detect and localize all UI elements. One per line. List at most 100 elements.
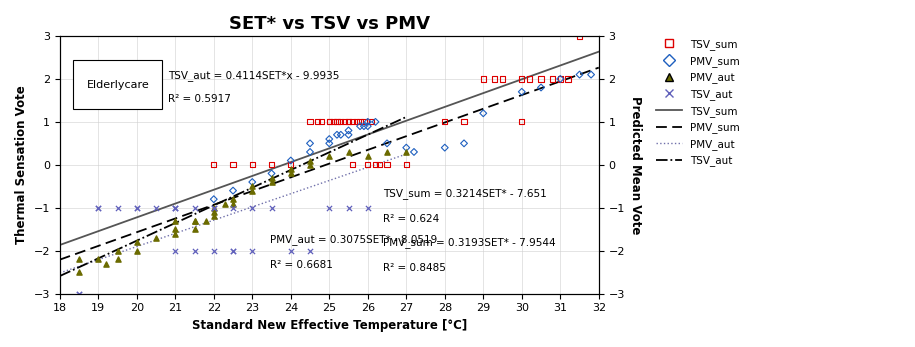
Point [495, 76, 510, 82]
Point [329, 119, 344, 125]
Point [207, 162, 221, 168]
Point [533, 85, 548, 90]
Point [345, 119, 360, 125]
Point [584, 72, 598, 77]
Point [553, 76, 567, 82]
Point [99, 261, 113, 266]
Point [303, 248, 318, 254]
Point [399, 162, 414, 168]
Point [91, 256, 105, 262]
Point [245, 248, 260, 254]
Point [188, 205, 202, 211]
Point [264, 175, 279, 180]
Point [514, 76, 529, 82]
Point [372, 162, 387, 168]
Point [437, 145, 452, 150]
Point [349, 119, 363, 125]
Point [71, 270, 86, 275]
Text: PMV_aut = 0.3075SET* - 8.0519: PMV_aut = 0.3075SET* - 8.0519 [270, 234, 437, 245]
Point [129, 248, 144, 254]
Point [245, 184, 260, 189]
Point [226, 248, 241, 254]
Point [357, 119, 371, 125]
Point [207, 205, 221, 211]
Point [71, 291, 86, 296]
Point [406, 149, 421, 155]
Point [245, 188, 260, 193]
Text: R² = 0.8485: R² = 0.8485 [383, 263, 446, 272]
Point [314, 119, 328, 125]
Point [245, 162, 260, 168]
Point [245, 205, 260, 211]
Point [303, 158, 318, 163]
Point [303, 149, 318, 155]
Point [333, 119, 348, 125]
Point [353, 124, 368, 129]
Point [129, 205, 144, 211]
Point [264, 205, 279, 211]
Point [226, 205, 241, 211]
X-axis label: Standard New Effective Temperature [°C]: Standard New Effective Temperature [°C] [191, 319, 467, 332]
Point [207, 196, 221, 202]
Point [168, 248, 183, 254]
Point [207, 248, 221, 254]
Point [322, 136, 337, 142]
Point [561, 76, 576, 82]
Text: TSV_sum = 0.3214SET* - 7.651: TSV_sum = 0.3214SET* - 7.651 [383, 188, 547, 199]
Point [380, 162, 394, 168]
Point [284, 171, 298, 176]
Point [380, 149, 394, 155]
Point [326, 119, 340, 125]
Point [329, 119, 344, 125]
Point [303, 141, 318, 146]
Point [399, 145, 414, 150]
Point [341, 119, 356, 125]
Point [110, 248, 124, 254]
Point [357, 124, 371, 129]
Point [341, 205, 356, 211]
Text: R² = 0.6681: R² = 0.6681 [270, 260, 333, 270]
Point [341, 149, 356, 155]
Point [168, 218, 183, 223]
Point [333, 132, 348, 137]
Point [91, 205, 105, 211]
Point [572, 33, 587, 39]
Point [322, 153, 337, 159]
Point [188, 218, 202, 223]
Point [329, 132, 344, 137]
Point [368, 162, 382, 168]
Point [149, 205, 164, 211]
Text: PMV_sum = 0.3193SET* - 7.9544: PMV_sum = 0.3193SET* - 7.9544 [383, 237, 555, 248]
Point [437, 119, 452, 125]
Point [71, 256, 86, 262]
Point [168, 231, 183, 236]
Point [226, 248, 241, 254]
Point [572, 72, 587, 77]
Point [341, 119, 356, 125]
Text: Elderlycare: Elderlycare [87, 80, 149, 90]
Point [264, 162, 279, 168]
Text: TSV_aut = 0.4114SET*x - 9.9935: TSV_aut = 0.4114SET*x - 9.9935 [167, 70, 339, 82]
Point [168, 227, 183, 232]
Point [533, 76, 548, 82]
Point [361, 153, 375, 159]
Point [284, 248, 298, 254]
Point [361, 124, 375, 129]
Point [361, 119, 375, 125]
Point [110, 256, 124, 262]
Point [476, 76, 490, 82]
Point [149, 235, 164, 241]
Point [264, 179, 279, 185]
Point [284, 166, 298, 172]
Point [353, 119, 368, 125]
Point [168, 205, 183, 211]
Point [345, 162, 360, 168]
Point [545, 76, 560, 82]
Point [488, 76, 502, 82]
FancyBboxPatch shape [73, 60, 162, 109]
Point [310, 119, 325, 125]
Point [129, 239, 144, 245]
Point [110, 205, 124, 211]
Point [514, 119, 529, 125]
Point [361, 162, 375, 168]
